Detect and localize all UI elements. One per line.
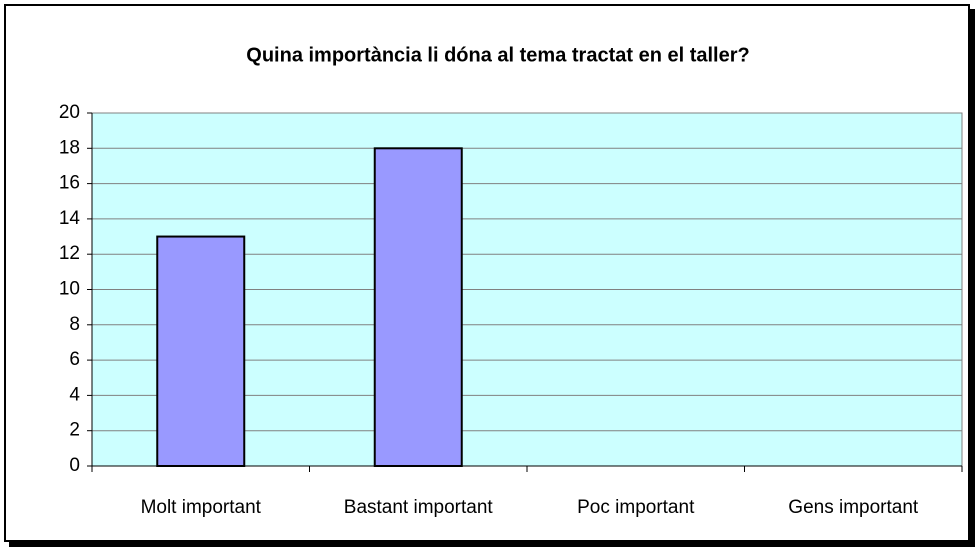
y-tick-label: 6: [69, 349, 80, 370]
x-tick-label: Gens important: [788, 497, 919, 518]
y-tick-label: 16: [59, 173, 80, 194]
bar: [373, 147, 463, 468]
x-tick-label: Molt important: [141, 497, 262, 518]
y-tick-label: 2: [69, 420, 80, 441]
x-tick-label: Bastant important: [344, 497, 494, 518]
y-tick-label: 12: [59, 243, 80, 264]
chart-title: Quina importància li dóna al tema tracta…: [246, 44, 749, 66]
y-tick-label: 20: [59, 102, 80, 123]
y-tick-label: 4: [69, 384, 80, 405]
bar: [156, 235, 246, 467]
x-tick-label: Poc important: [577, 497, 695, 518]
y-tick-label: 18: [59, 137, 80, 158]
y-tick-label: 0: [69, 455, 80, 476]
y-tick-label: 14: [59, 208, 81, 229]
y-tick-label: 10: [59, 279, 80, 300]
y-tick-label: 8: [69, 314, 80, 335]
